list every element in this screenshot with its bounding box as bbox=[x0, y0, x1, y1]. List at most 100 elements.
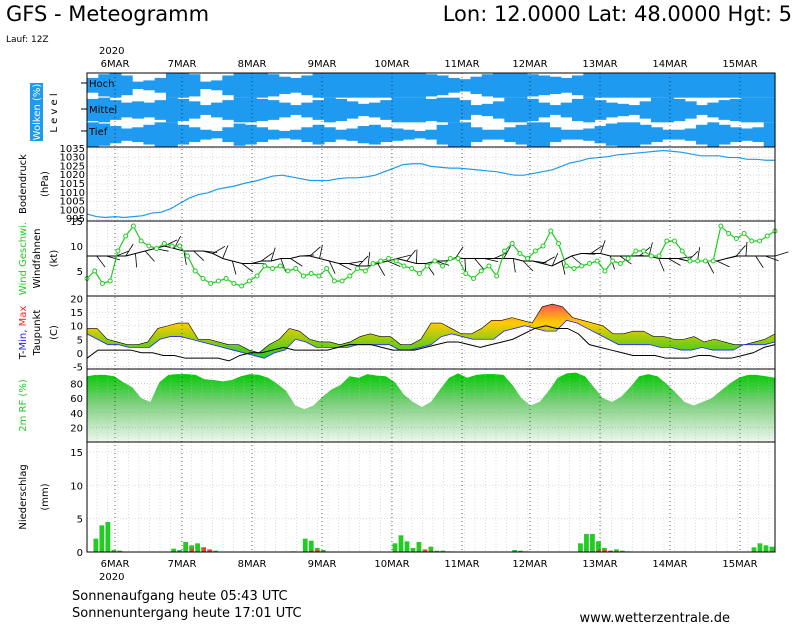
precip-conv-bar bbox=[310, 550, 314, 552]
rh-tick: 20 bbox=[70, 423, 83, 434]
cloud-cell-tief bbox=[290, 129, 302, 140]
date-label-bottom: 12MAR bbox=[512, 559, 547, 570]
wind-speed-point bbox=[648, 253, 654, 259]
cloud-cell-hoch bbox=[571, 75, 584, 96]
date-label-top: 8MAR bbox=[238, 59, 267, 70]
precip-conv-bar bbox=[603, 550, 607, 552]
cloud-cell-mittel bbox=[120, 102, 133, 118]
date-label-bottom: 15MAR bbox=[722, 559, 757, 570]
cloud-cell-hoch bbox=[380, 73, 393, 98]
wind-speed-point bbox=[463, 271, 469, 276]
title: GFS - Meteogramm bbox=[6, 2, 209, 26]
rh-tick: 60 bbox=[70, 394, 83, 405]
cloud-label-bg bbox=[30, 83, 43, 141]
cloud-cell-tief bbox=[571, 129, 584, 140]
level-label: Hoch bbox=[89, 79, 114, 90]
cloud-cell-mittel bbox=[165, 97, 178, 123]
cloud-cell-tief bbox=[120, 128, 133, 141]
wind-speed-point bbox=[586, 261, 592, 266]
precip-bar bbox=[434, 550, 440, 552]
cloud-cell-hoch bbox=[132, 81, 144, 90]
cloud-cell-hoch bbox=[538, 75, 551, 96]
cloud-cell-mittel bbox=[549, 105, 562, 115]
temp-label-max: Max bbox=[18, 306, 29, 330]
cloud-cell-mittel bbox=[323, 97, 336, 123]
cloud-cell-hoch bbox=[549, 76, 562, 94]
cloud-cell-hoch bbox=[357, 73, 370, 98]
cloud-cell-mittel bbox=[493, 101, 505, 119]
cloud-cell-tief bbox=[729, 127, 742, 143]
wind-speed-point bbox=[509, 241, 515, 246]
precip-bar bbox=[751, 547, 757, 552]
date-label-bottom: 7MAR bbox=[168, 559, 197, 570]
cloud-cell-mittel bbox=[707, 102, 720, 118]
precip-bar bbox=[171, 548, 177, 552]
wind-speed-point bbox=[695, 258, 701, 264]
cloud-cell-tief bbox=[154, 122, 167, 147]
coordinates: Lon: 12.0000 Lat: 48.0000 Hgt: 5 bbox=[443, 2, 792, 26]
wind-speed-point bbox=[494, 273, 500, 279]
cloud-cell-mittel bbox=[650, 97, 663, 123]
cloud-cell-hoch bbox=[470, 76, 483, 94]
wind-speed-point bbox=[726, 231, 732, 236]
wind-speed-point bbox=[277, 263, 283, 269]
wind-barb bbox=[503, 246, 511, 259]
wind-barb bbox=[270, 247, 276, 262]
precip-bar bbox=[195, 543, 200, 552]
sunset-text: Sonnenuntergang heute 17:01 UTC bbox=[72, 606, 302, 621]
wind-barb bbox=[735, 245, 746, 257]
cloud-cell-hoch bbox=[267, 74, 280, 97]
source-link[interactable]: www.wetterzentrale.de bbox=[580, 611, 730, 625]
wind-barb bbox=[551, 253, 559, 267]
cloud-cell-hoch bbox=[98, 74, 111, 97]
wind-speed-point bbox=[633, 248, 639, 254]
wind-speed-point bbox=[316, 273, 322, 279]
cloud-cell-tief bbox=[402, 129, 415, 140]
date-label-top: 13MAR bbox=[582, 59, 617, 70]
pressure-tick: 1035 bbox=[60, 144, 85, 155]
cloud-cell-mittel bbox=[571, 98, 584, 122]
cloud-cell-tief bbox=[741, 128, 754, 141]
wind-mean-line bbox=[87, 245, 775, 267]
cloud-cell-hoch bbox=[605, 73, 618, 98]
wind-speed-point bbox=[355, 266, 361, 271]
wind-speed-point bbox=[200, 276, 206, 281]
wind-barb bbox=[135, 253, 138, 268]
cloud-cell-mittel bbox=[560, 102, 573, 118]
wind-speed-point bbox=[324, 266, 330, 271]
rh-tick: 80 bbox=[70, 380, 83, 391]
wind-speed-point bbox=[594, 258, 600, 264]
date-label-bottom: 8MAR bbox=[238, 559, 267, 570]
date-label-bottom: 11MAR bbox=[444, 559, 479, 570]
precip-bar bbox=[512, 550, 518, 552]
cloud-cell-mittel bbox=[222, 100, 235, 120]
wind-speed-point bbox=[370, 261, 376, 266]
precip-bar bbox=[428, 546, 434, 552]
wind-speed-point bbox=[154, 246, 160, 251]
temp-tick: 15 bbox=[70, 308, 83, 319]
wind-speed-point bbox=[347, 273, 353, 279]
date-label-top: 9MAR bbox=[308, 59, 337, 70]
wind-barb bbox=[745, 242, 748, 257]
wind-barb bbox=[678, 256, 693, 259]
precip-unit: (mm) bbox=[40, 483, 51, 510]
wind-speed-point bbox=[672, 238, 678, 244]
cloud-cell-hoch bbox=[335, 73, 348, 98]
cloud-cell-mittel bbox=[639, 101, 652, 119]
precip-bar bbox=[584, 534, 589, 552]
wind-barb bbox=[231, 260, 237, 275]
precip-bar bbox=[619, 550, 625, 552]
wind-speed-point bbox=[517, 251, 523, 256]
precip-bar bbox=[177, 550, 183, 552]
cloud-cell-hoch bbox=[650, 73, 663, 98]
temp-tick: 0 bbox=[77, 349, 83, 360]
wind-speed-point bbox=[471, 276, 477, 281]
temp-tick: 10 bbox=[70, 322, 83, 333]
wind-barb bbox=[96, 255, 106, 268]
date-label-bottom: 10MAR bbox=[374, 559, 409, 570]
wind-barb bbox=[406, 249, 416, 262]
cloud-cell-hoch bbox=[673, 73, 686, 98]
wind-speed-point bbox=[285, 268, 291, 274]
cloud-cell-tief bbox=[515, 124, 528, 145]
wind-barb bbox=[396, 254, 411, 259]
